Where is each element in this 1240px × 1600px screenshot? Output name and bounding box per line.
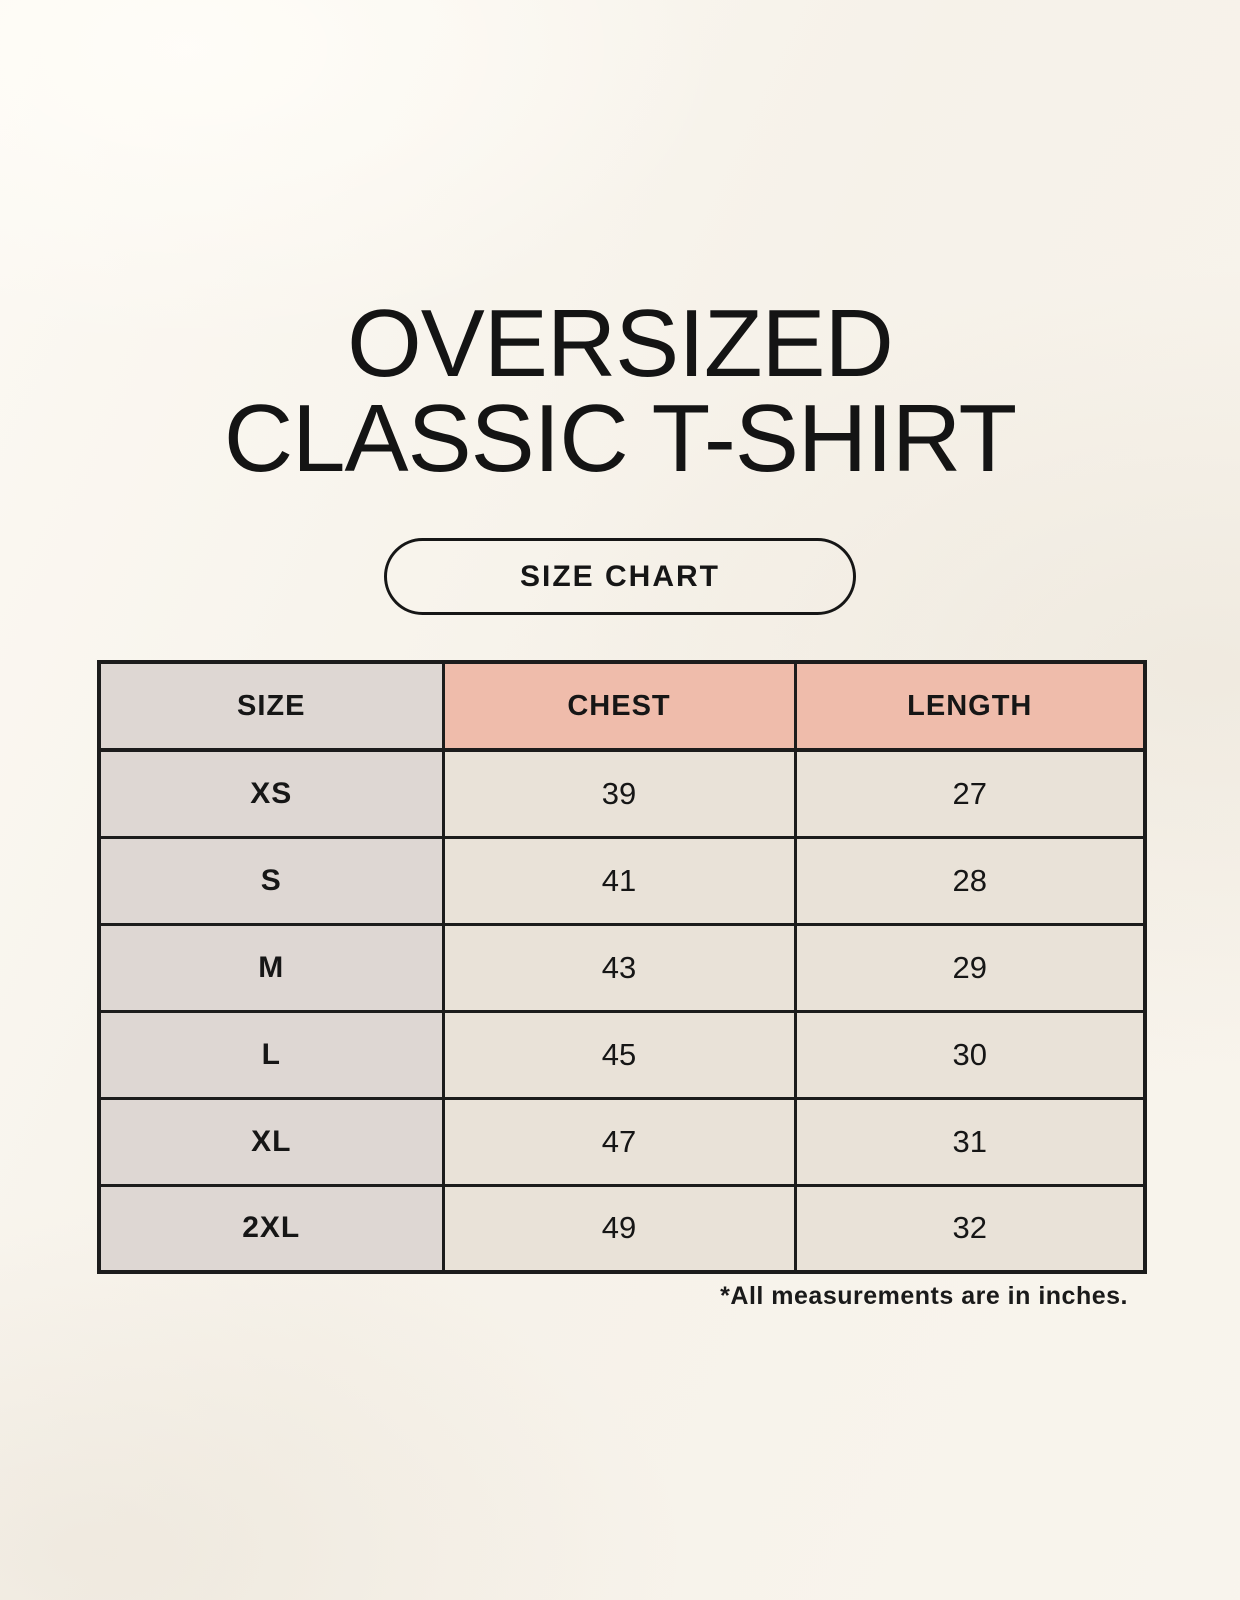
column-header-length: LENGTH [793,660,1147,752]
size-chart-table: SIZE CHEST LENGTH XS 39 27 S 41 28 M 43 … [97,660,1147,1274]
table-header-row: SIZE CHEST LENGTH [97,660,1147,752]
measurements-footnote: *All measurements are in inches. [720,1282,1128,1310]
size-chart-button-label: SIZE CHART [520,559,720,593]
size-label: XS [97,748,445,839]
size-chart-button[interactable]: SIZE CHART [384,538,856,615]
length-value: 30 [793,1009,1147,1100]
length-value: 32 [793,1183,1147,1274]
table-row-2xl: 2XL 49 32 [97,1183,1147,1274]
size-label: XL [97,1096,445,1187]
length-value: 31 [793,1096,1147,1187]
chest-value: 39 [441,748,797,839]
length-value: 28 [793,835,1147,926]
table-row-xs: XS 39 27 [97,748,1147,839]
length-value: 29 [793,922,1147,1013]
product-title-line1: OVERSIZED [347,290,894,397]
size-label: 2XL [97,1183,445,1274]
column-header-chest: CHEST [441,660,797,752]
size-label: S [97,835,445,926]
size-label: L [97,1009,445,1100]
column-header-size: SIZE [97,660,445,752]
length-value: 27 [793,748,1147,839]
chest-value: 47 [441,1096,797,1187]
chest-value: 41 [441,835,797,926]
product-title: OVERSIZED CLASSIC T-SHIRT [0,290,1240,492]
chest-value: 49 [441,1183,797,1274]
product-title-line2: CLASSIC T-SHIRT [223,385,1017,492]
table-row-l: L 45 30 [97,1009,1147,1100]
table-row-m: M 43 29 [97,922,1147,1013]
table-row-xl: XL 47 31 [97,1096,1147,1187]
chest-value: 45 [441,1009,797,1100]
size-label: M [97,922,445,1013]
table-row-s: S 41 28 [97,835,1147,926]
chest-value: 43 [441,922,797,1013]
